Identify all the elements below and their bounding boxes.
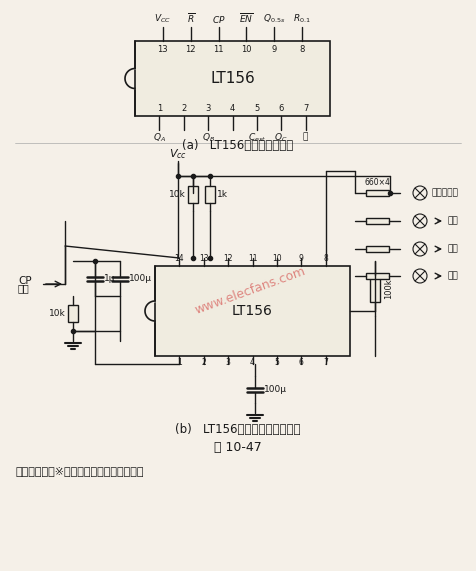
Text: 大风: 大风 <box>447 216 458 226</box>
Text: $Q_C$: $Q_C$ <box>275 132 288 144</box>
Text: $C_{ext}$: $C_{ext}$ <box>248 132 266 144</box>
Text: 12: 12 <box>223 254 233 263</box>
Text: 1: 1 <box>157 104 162 113</box>
Text: $\overline{EN}$: $\overline{EN}$ <box>239 11 254 25</box>
Text: 10: 10 <box>241 45 252 54</box>
Bar <box>366 190 389 196</box>
Bar <box>155 266 350 356</box>
Bar <box>135 41 330 116</box>
Text: CP: CP <box>18 276 31 286</box>
Text: 1k: 1k <box>217 190 228 199</box>
Text: 自然风指示: 自然风指示 <box>432 188 459 198</box>
Text: 100μ: 100μ <box>129 274 152 283</box>
Text: 6: 6 <box>299 358 304 367</box>
Text: 3: 3 <box>226 358 230 367</box>
Text: $R_{0.1}$: $R_{0.1}$ <box>293 13 311 25</box>
Text: 10k: 10k <box>169 190 186 199</box>
Text: 100μ: 100μ <box>264 385 287 394</box>
Text: $Q_A$: $Q_A$ <box>153 132 166 144</box>
Bar <box>366 273 389 279</box>
Text: LT156: LT156 <box>210 71 255 86</box>
Text: 中风: 中风 <box>447 244 458 254</box>
Text: 10k: 10k <box>49 309 66 318</box>
Text: 5: 5 <box>275 358 279 367</box>
Text: (a)   LT156各脚功能排列图: (a) LT156各脚功能排列图 <box>182 139 294 152</box>
Text: (b)   LT156组成的风扇控制电路: (b) LT156组成的风扇控制电路 <box>175 423 301 436</box>
Text: 660×4: 660×4 <box>365 178 390 187</box>
Text: LT156: LT156 <box>232 304 273 318</box>
Text: 3: 3 <box>206 104 211 113</box>
Text: 小风: 小风 <box>447 271 458 280</box>
Text: 1μ: 1μ <box>104 274 116 283</box>
Text: 2: 2 <box>201 358 206 367</box>
Bar <box>370 275 380 302</box>
Text: 11: 11 <box>248 254 257 263</box>
Text: 6: 6 <box>278 104 284 113</box>
Text: 5: 5 <box>254 104 259 113</box>
Bar <box>188 186 198 203</box>
Bar <box>366 246 389 252</box>
Text: 9: 9 <box>299 254 304 263</box>
Text: 12: 12 <box>186 45 196 54</box>
Text: 14: 14 <box>175 254 184 263</box>
Text: 11: 11 <box>213 45 224 54</box>
Text: 图 10-47: 图 10-47 <box>214 441 262 454</box>
Text: 9: 9 <box>272 45 277 54</box>
Text: $CP$: $CP$ <box>212 14 226 25</box>
Bar <box>366 218 389 224</box>
Bar <box>205 186 215 203</box>
Text: 13: 13 <box>158 45 168 54</box>
Text: 1: 1 <box>177 358 182 367</box>
Text: 7: 7 <box>303 104 308 113</box>
Bar <box>68 305 78 322</box>
Text: $V_{cc}$: $V_{cc}$ <box>169 147 187 161</box>
Text: 4: 4 <box>230 104 235 113</box>
Text: 7: 7 <box>323 358 328 367</box>
Text: 4: 4 <box>250 358 255 367</box>
Text: 地: 地 <box>303 132 308 141</box>
Text: 2: 2 <box>181 104 187 113</box>
Text: 信号: 信号 <box>18 283 30 293</box>
Text: $V_{CC}$: $V_{CC}$ <box>154 13 171 25</box>
Text: www.elecfans.com: www.elecfans.com <box>193 265 307 317</box>
Text: 100k: 100k <box>384 278 393 299</box>
Text: 13: 13 <box>199 254 208 263</box>
Text: $\overline{R}$: $\overline{R}$ <box>187 11 195 25</box>
Text: $Q_{0.5s}$: $Q_{0.5s}$ <box>263 13 286 25</box>
Text: 10: 10 <box>272 254 282 263</box>
Text: 8: 8 <box>299 45 305 54</box>
Text: 8: 8 <box>323 254 328 263</box>
Text: $Q_B$: $Q_B$ <box>202 132 215 144</box>
Text: 相连。图中带※号元件为调节振荡频率用。: 相连。图中带※号元件为调节振荡频率用。 <box>15 466 143 476</box>
